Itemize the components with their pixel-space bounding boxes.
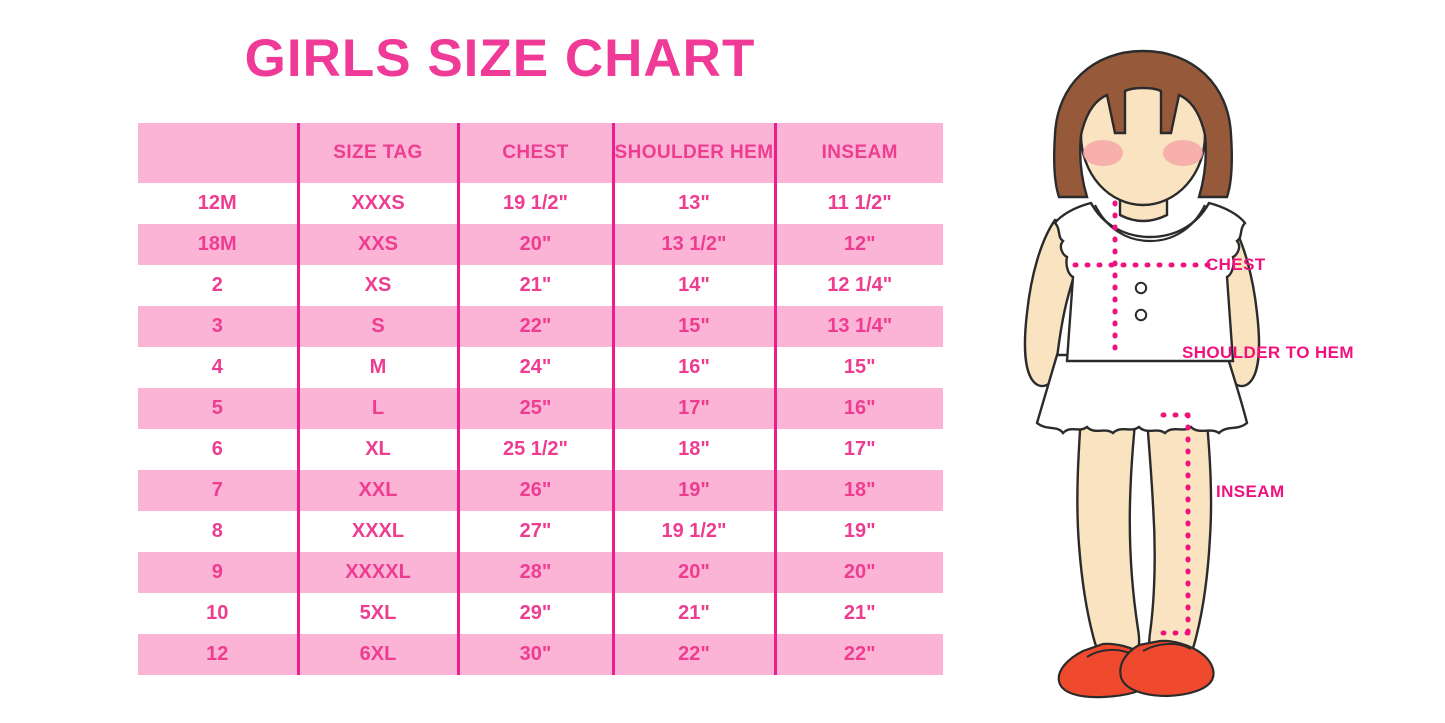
cell-chest: 27": [458, 511, 615, 552]
top-shape: [1053, 201, 1247, 363]
table-row: 2 XS 21" 14" 12 1/4": [138, 265, 943, 306]
table-row: 10 5XL 29" 21" 21": [138, 593, 943, 634]
column-header-shoulder-hem: SHOULDER HEM: [613, 123, 777, 183]
cell-size: 9: [138, 552, 300, 593]
cell-chest: 24": [458, 347, 615, 388]
cell-size: 12M: [138, 183, 300, 224]
table-header-row: SIZE TAG CHEST SHOULDER HEM INSEAM: [138, 123, 943, 183]
label-chest: CHEST: [1206, 255, 1266, 274]
cell-size-tag: L: [298, 388, 460, 429]
table-row: 3 S 22" 15" 13 1/4": [138, 306, 943, 347]
cell-size: 8: [138, 511, 300, 552]
table-row: 7 XXL 26" 19" 18": [138, 470, 943, 511]
cell-shoulder-hem: 20": [613, 552, 777, 593]
label-inseam: INSEAM: [1216, 482, 1285, 501]
cell-size-tag: XXXXL: [298, 552, 460, 593]
cell-size: 12: [138, 634, 300, 675]
table-row: 6 XL 25 1/2" 18" 17": [138, 429, 943, 470]
column-header-size: [138, 123, 300, 183]
cell-inseam: 13 1/4": [775, 306, 943, 347]
cell-shoulder-hem: 17": [613, 388, 777, 429]
shoe-icon: [1057, 639, 1215, 699]
cell-inseam: 21": [775, 593, 943, 634]
cell-size: 7: [138, 470, 300, 511]
cell-inseam: 17": [775, 429, 943, 470]
table-row: 12 6XL 30" 22" 22": [138, 634, 943, 675]
cell-shoulder-hem: 15": [613, 306, 777, 347]
neckline-shape: [1094, 204, 1206, 243]
cell-chest: 29": [458, 593, 615, 634]
cell-inseam: 20": [775, 552, 943, 593]
label-shoulder-to-hem: SHOULDER TO HEM: [1182, 343, 1354, 362]
cheek-right-icon: [1163, 140, 1203, 166]
cell-size-tag: XS: [298, 265, 460, 306]
hair-shape: [1053, 49, 1233, 199]
cell-size: 18M: [138, 224, 300, 265]
size-chart-table: SIZE TAG CHEST SHOULDER HEM INSEAM 12M X…: [138, 123, 943, 675]
legs-shape: [1076, 383, 1213, 671]
cell-inseam: 12": [775, 224, 943, 265]
cell-chest: 20": [458, 224, 615, 265]
cell-chest: 22": [458, 306, 615, 347]
table-head: SIZE TAG CHEST SHOULDER HEM INSEAM: [138, 123, 943, 183]
cell-size: 4: [138, 347, 300, 388]
cell-size-tag: 6XL: [298, 634, 460, 675]
cell-size-tag: 5XL: [298, 593, 460, 634]
cell-size-tag: S: [298, 306, 460, 347]
page-title: GIRLS SIZE CHART: [244, 29, 756, 88]
cell-shoulder-hem: 19": [613, 470, 777, 511]
skirt-shape: [1035, 353, 1249, 435]
cell-size: 6: [138, 429, 300, 470]
cell-chest: 30": [458, 634, 615, 675]
cell-chest: 28": [458, 552, 615, 593]
cell-size: 5: [138, 388, 300, 429]
cell-shoulder-hem: 14": [613, 265, 777, 306]
cell-chest: 21": [458, 265, 615, 306]
cell-shoulder-hem: 13 1/2": [613, 224, 777, 265]
cell-shoulder-hem: 16": [613, 347, 777, 388]
cell-chest: 26": [458, 470, 615, 511]
cell-shoulder-hem: 19 1/2": [613, 511, 777, 552]
table-row: 18M XXS 20" 13 1/2" 12": [138, 224, 943, 265]
cell-inseam: 16": [775, 388, 943, 429]
cell-size-tag: XL: [298, 429, 460, 470]
table-row: 8 XXXL 27" 19 1/2" 19": [138, 511, 943, 552]
cell-size-tag: M: [298, 347, 460, 388]
button-icon: [1134, 308, 1148, 322]
cell-shoulder-hem: 21": [613, 593, 777, 634]
cell-inseam: 22": [775, 634, 943, 675]
column-header-size-tag: SIZE TAG: [298, 123, 460, 183]
cell-chest: 19 1/2": [458, 183, 615, 224]
cell-inseam: 12 1/4": [775, 265, 943, 306]
cell-size: 10: [138, 593, 300, 634]
cell-inseam: 19": [775, 511, 943, 552]
column-header-inseam: INSEAM: [775, 123, 943, 183]
cell-size-tag: XXS: [298, 224, 460, 265]
table-row: 5 L 25" 17" 16": [138, 388, 943, 429]
cell-size-tag: XXXL: [298, 511, 460, 552]
cell-inseam: 11 1/2": [775, 183, 943, 224]
column-header-chest: CHEST: [458, 123, 615, 183]
cheek-left-icon: [1083, 140, 1123, 166]
cell-shoulder-hem: 18": [613, 429, 777, 470]
table-row: 4 M 24" 16" 15": [138, 347, 943, 388]
cell-shoulder-hem: 22": [613, 634, 777, 675]
cell-size-tag: XXL: [298, 470, 460, 511]
cell-inseam: 15": [775, 347, 943, 388]
table-row: 9 XXXXL 28" 20" 20": [138, 552, 943, 593]
cell-size: 3: [138, 306, 300, 347]
table-body: 12M XXXS 19 1/2" 13" 11 1/2" 18M XXS 20"…: [138, 183, 943, 675]
button-icon: [1134, 281, 1148, 295]
cell-chest: 25 1/2": [458, 429, 615, 470]
girl-illustration: [975, 25, 1445, 705]
cell-shoulder-hem: 13": [613, 183, 777, 224]
cell-inseam: 18": [775, 470, 943, 511]
cell-size-tag: XXXS: [298, 183, 460, 224]
table-row: 12M XXXS 19 1/2" 13" 11 1/2": [138, 183, 943, 224]
cell-size: 2: [138, 265, 300, 306]
cell-chest: 25": [458, 388, 615, 429]
